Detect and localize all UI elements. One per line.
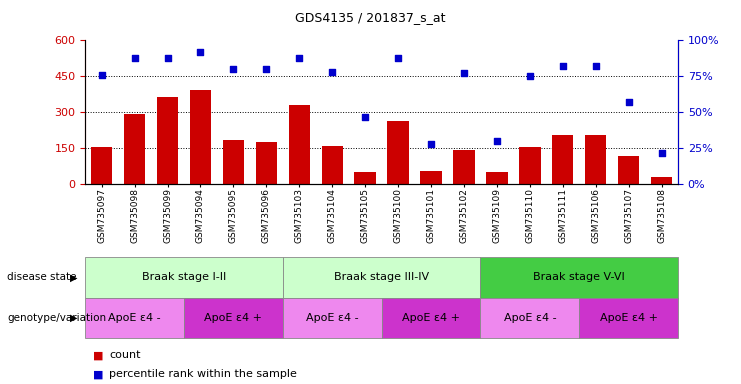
- Point: [458, 70, 470, 76]
- Point: [359, 114, 371, 120]
- Point: [293, 55, 305, 61]
- Bar: [322, 146, 343, 184]
- Point: [656, 149, 668, 156]
- Point: [129, 55, 141, 61]
- Point: [326, 69, 338, 75]
- Bar: [618, 156, 639, 184]
- Text: ApoE ε4 -: ApoE ε4 -: [108, 313, 161, 323]
- Bar: [651, 177, 672, 184]
- Text: disease state: disease state: [7, 272, 77, 283]
- Text: ApoE ε4 -: ApoE ε4 -: [306, 313, 359, 323]
- Point: [622, 99, 634, 105]
- Point: [590, 63, 602, 70]
- Text: genotype/variation: genotype/variation: [7, 313, 107, 323]
- Bar: [453, 149, 475, 184]
- Point: [96, 72, 107, 78]
- Point: [425, 141, 437, 147]
- Text: ApoE ε4 +: ApoE ε4 +: [599, 313, 657, 323]
- Point: [524, 73, 536, 79]
- Bar: [190, 89, 211, 184]
- Text: ■: ■: [93, 350, 103, 360]
- Text: ApoE ε4 +: ApoE ε4 +: [402, 313, 460, 323]
- Bar: [519, 147, 540, 184]
- Point: [227, 66, 239, 72]
- Text: Braak stage I-II: Braak stage I-II: [142, 272, 226, 283]
- Bar: [585, 135, 606, 184]
- Point: [556, 63, 568, 70]
- Text: ApoE ε4 -: ApoE ε4 -: [503, 313, 556, 323]
- Text: percentile rank within the sample: percentile rank within the sample: [109, 369, 297, 379]
- Bar: [486, 172, 508, 184]
- Point: [392, 55, 404, 61]
- Bar: [256, 142, 277, 184]
- Text: ■: ■: [93, 369, 103, 379]
- Bar: [552, 135, 574, 184]
- Text: GDS4135 / 201837_s_at: GDS4135 / 201837_s_at: [295, 12, 446, 25]
- Text: ▶: ▶: [70, 272, 78, 283]
- Bar: [124, 114, 145, 184]
- Bar: [157, 97, 179, 184]
- Bar: [223, 140, 244, 184]
- Text: ▶: ▶: [70, 313, 78, 323]
- Bar: [420, 171, 442, 184]
- Point: [491, 138, 503, 144]
- Point: [195, 49, 207, 55]
- Text: Braak stage III-IV: Braak stage III-IV: [334, 272, 429, 283]
- Bar: [288, 105, 310, 184]
- Text: Braak stage V-VI: Braak stage V-VI: [534, 272, 625, 283]
- Point: [162, 55, 173, 61]
- Text: count: count: [109, 350, 141, 360]
- Bar: [91, 147, 113, 184]
- Point: [260, 66, 272, 72]
- Bar: [354, 172, 376, 184]
- Bar: [388, 121, 409, 184]
- Text: ApoE ε4 +: ApoE ε4 +: [205, 313, 262, 323]
